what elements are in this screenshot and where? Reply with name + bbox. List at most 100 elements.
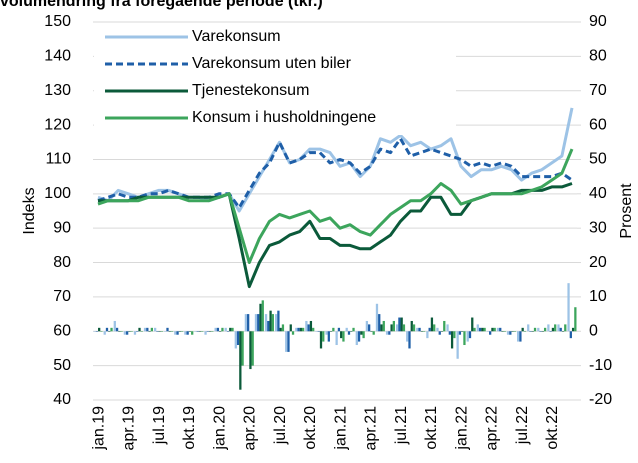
- bar: [105, 327, 109, 332]
- bar: [168, 331, 171, 332]
- bar: [224, 327, 227, 332]
- y2-tick-label: -20: [589, 391, 612, 408]
- bar: [493, 327, 496, 332]
- bar: [297, 327, 300, 332]
- bar: [340, 331, 343, 339]
- x-tick-label: okt.22: [544, 406, 561, 450]
- bar: [204, 331, 207, 335]
- bar: [517, 331, 520, 342]
- y2-tick-label: 10: [589, 288, 607, 305]
- bar: [128, 331, 131, 332]
- bar: [301, 327, 305, 332]
- bar: [244, 314, 248, 332]
- bar: [170, 331, 174, 332]
- bar: [476, 324, 479, 332]
- bar: [158, 331, 161, 332]
- bar: [402, 324, 406, 332]
- bar: [410, 320, 413, 332]
- bar: [110, 327, 113, 332]
- bar: [396, 324, 399, 332]
- bar: [398, 317, 401, 332]
- bar: [150, 327, 153, 332]
- bar: [261, 300, 264, 332]
- bar: [352, 327, 355, 332]
- bar: [569, 331, 572, 339]
- bar: [388, 331, 391, 335]
- x-tick-label: apr.21: [363, 406, 380, 451]
- line-series: [98, 182, 573, 289]
- bar: [269, 310, 272, 332]
- bar: [115, 327, 119, 332]
- bar: [98, 327, 101, 332]
- bar: [194, 331, 197, 332]
- bar: [481, 327, 484, 332]
- bar: [408, 331, 411, 349]
- bar: [275, 314, 278, 332]
- bar: [537, 327, 540, 332]
- bar: [257, 314, 260, 332]
- bar: [337, 327, 341, 332]
- y2-axis-label: Prosent: [618, 183, 635, 239]
- bar: [347, 331, 351, 335]
- bar: [496, 327, 500, 332]
- bar: [332, 327, 335, 332]
- bar: [259, 303, 262, 332]
- bar: [206, 331, 209, 332]
- legend-label: Konsum i husholdningene: [192, 109, 376, 126]
- bar: [557, 324, 560, 332]
- y-tick-label: 50: [53, 357, 71, 374]
- y-tick-label: 70: [53, 288, 71, 305]
- bar: [264, 314, 268, 332]
- x-tick-label: apr.22: [484, 406, 501, 451]
- bar: [211, 331, 214, 332]
- line-series: [97, 137, 573, 210]
- bar: [448, 331, 451, 335]
- bar: [103, 331, 106, 335]
- bar: [113, 320, 116, 332]
- bar: [198, 331, 202, 332]
- y2-tick-label: -10: [589, 357, 612, 374]
- bar: [208, 331, 212, 332]
- x-tick-label: jul.20: [272, 406, 289, 445]
- bar: [365, 320, 369, 332]
- bar: [378, 314, 381, 332]
- bar: [521, 327, 524, 332]
- bar: [267, 320, 270, 332]
- bar: [322, 331, 325, 342]
- bar: [357, 331, 361, 342]
- bar: [188, 331, 192, 332]
- bar: [234, 331, 237, 349]
- bar: [184, 331, 187, 335]
- bar: [456, 331, 459, 359]
- bar: [509, 331, 512, 335]
- bar: [370, 331, 373, 332]
- bar: [178, 331, 181, 332]
- bar: [506, 331, 510, 335]
- bar: [271, 314, 274, 332]
- bar: [307, 324, 310, 332]
- bar: [93, 331, 96, 332]
- bar: [201, 331, 204, 332]
- line-series: [97, 148, 574, 264]
- bar: [229, 327, 232, 332]
- bar: [453, 331, 456, 339]
- bar: [486, 331, 490, 332]
- bar: [108, 331, 111, 332]
- bar: [513, 331, 516, 332]
- bar: [327, 331, 330, 342]
- bar: [226, 331, 230, 332]
- bar: [291, 331, 295, 335]
- bar: [574, 307, 577, 332]
- legend-label: Tjenestekonsum: [192, 82, 309, 99]
- bar: [315, 331, 318, 332]
- y2-tick-label: 0: [589, 322, 598, 339]
- bar: [350, 331, 353, 332]
- bar: [463, 331, 466, 346]
- bar: [543, 327, 547, 332]
- bar: [317, 331, 320, 332]
- y-tick-label: 80: [53, 254, 71, 271]
- bar: [539, 331, 542, 332]
- bar: [549, 331, 552, 332]
- legend-label: Varekonsum uten biler: [192, 55, 352, 72]
